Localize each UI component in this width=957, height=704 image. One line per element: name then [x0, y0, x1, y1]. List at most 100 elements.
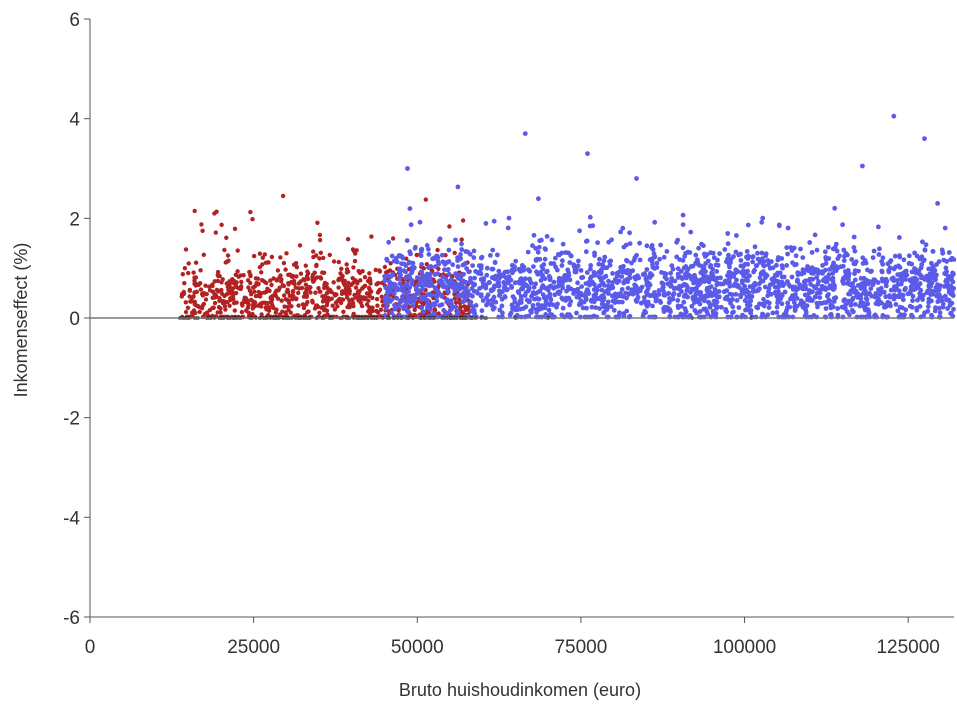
data-point [513, 258, 519, 264]
data-point [596, 261, 602, 267]
data-point [315, 220, 320, 225]
data-point [483, 285, 489, 291]
data-point [327, 252, 332, 258]
data-point [784, 245, 790, 251]
data-point [402, 285, 407, 290]
data-point [603, 273, 609, 279]
data-point [859, 281, 865, 287]
data-point [517, 299, 523, 304]
data-point [734, 277, 739, 283]
data-point [694, 277, 699, 283]
data-point [222, 293, 227, 299]
data-point [942, 225, 948, 231]
data-point [698, 279, 704, 285]
data-point [222, 303, 228, 309]
data-point [300, 302, 306, 307]
data-point [241, 273, 246, 278]
data-point [534, 296, 540, 301]
data-point [618, 229, 623, 235]
data-point [831, 295, 837, 301]
data-point [361, 295, 366, 300]
data-point [759, 250, 765, 256]
data-point [389, 297, 394, 303]
data-point [432, 307, 437, 312]
data-point [740, 263, 745, 269]
data-point [765, 293, 771, 299]
y-tick-label: 2 [69, 209, 80, 230]
data-point [284, 251, 289, 256]
data-points [178, 113, 957, 320]
data-point [329, 296, 334, 301]
data-point [660, 285, 666, 291]
data-point [501, 280, 507, 285]
data-point [793, 253, 799, 259]
data-point [251, 253, 257, 259]
data-point [916, 268, 922, 273]
data-point [571, 262, 577, 268]
data-point [448, 307, 453, 313]
data-point [842, 253, 847, 259]
data-point [724, 288, 730, 293]
data-point [881, 278, 887, 283]
data-point [536, 244, 542, 250]
data-point [759, 257, 765, 263]
data-point [499, 303, 505, 309]
data-point [230, 278, 235, 283]
data-point [871, 248, 877, 254]
data-point [428, 264, 434, 269]
data-point [339, 297, 344, 302]
data-point [703, 269, 708, 274]
data-point [194, 289, 199, 294]
x-tick-label: 75000 [554, 637, 607, 658]
data-point [664, 249, 670, 254]
data-point [698, 270, 704, 276]
data-point [477, 286, 482, 291]
data-point [417, 219, 423, 225]
data-point [484, 302, 489, 308]
data-point [687, 250, 693, 255]
data-point [921, 258, 926, 264]
data-point [821, 277, 827, 282]
data-point [489, 266, 495, 272]
data-point [345, 237, 351, 242]
data-point [769, 276, 775, 282]
data-point [460, 311, 466, 316]
data-point [318, 250, 323, 255]
data-point [796, 270, 801, 276]
data-point [855, 283, 861, 288]
data-point [395, 287, 401, 293]
data-point [453, 237, 458, 243]
data-point [212, 211, 217, 216]
data-point [434, 298, 440, 304]
data-point [730, 310, 735, 316]
data-point [719, 304, 724, 310]
data-point [848, 302, 854, 308]
data-point [419, 269, 425, 275]
data-point [553, 255, 558, 261]
data-point [403, 275, 409, 281]
data-point [710, 266, 715, 272]
data-point [477, 270, 483, 276]
data-point [386, 279, 392, 285]
data-point [784, 263, 790, 268]
data-point [248, 273, 253, 279]
data-point [305, 271, 311, 276]
data-point [453, 304, 459, 310]
data-point [761, 303, 767, 309]
data-point [745, 222, 751, 228]
data-point [248, 209, 253, 215]
data-point [381, 303, 386, 308]
data-point [688, 229, 694, 235]
data-point [389, 310, 394, 316]
data-point [641, 295, 647, 300]
data-point [397, 281, 403, 286]
y-tick-label: -4 [63, 508, 80, 529]
data-point [366, 298, 371, 303]
data-point [704, 285, 710, 291]
data-point [728, 300, 733, 306]
data-point [697, 309, 703, 314]
data-point [717, 251, 722, 256]
data-point [229, 289, 235, 294]
data-point [412, 307, 417, 313]
data-point [853, 259, 859, 265]
